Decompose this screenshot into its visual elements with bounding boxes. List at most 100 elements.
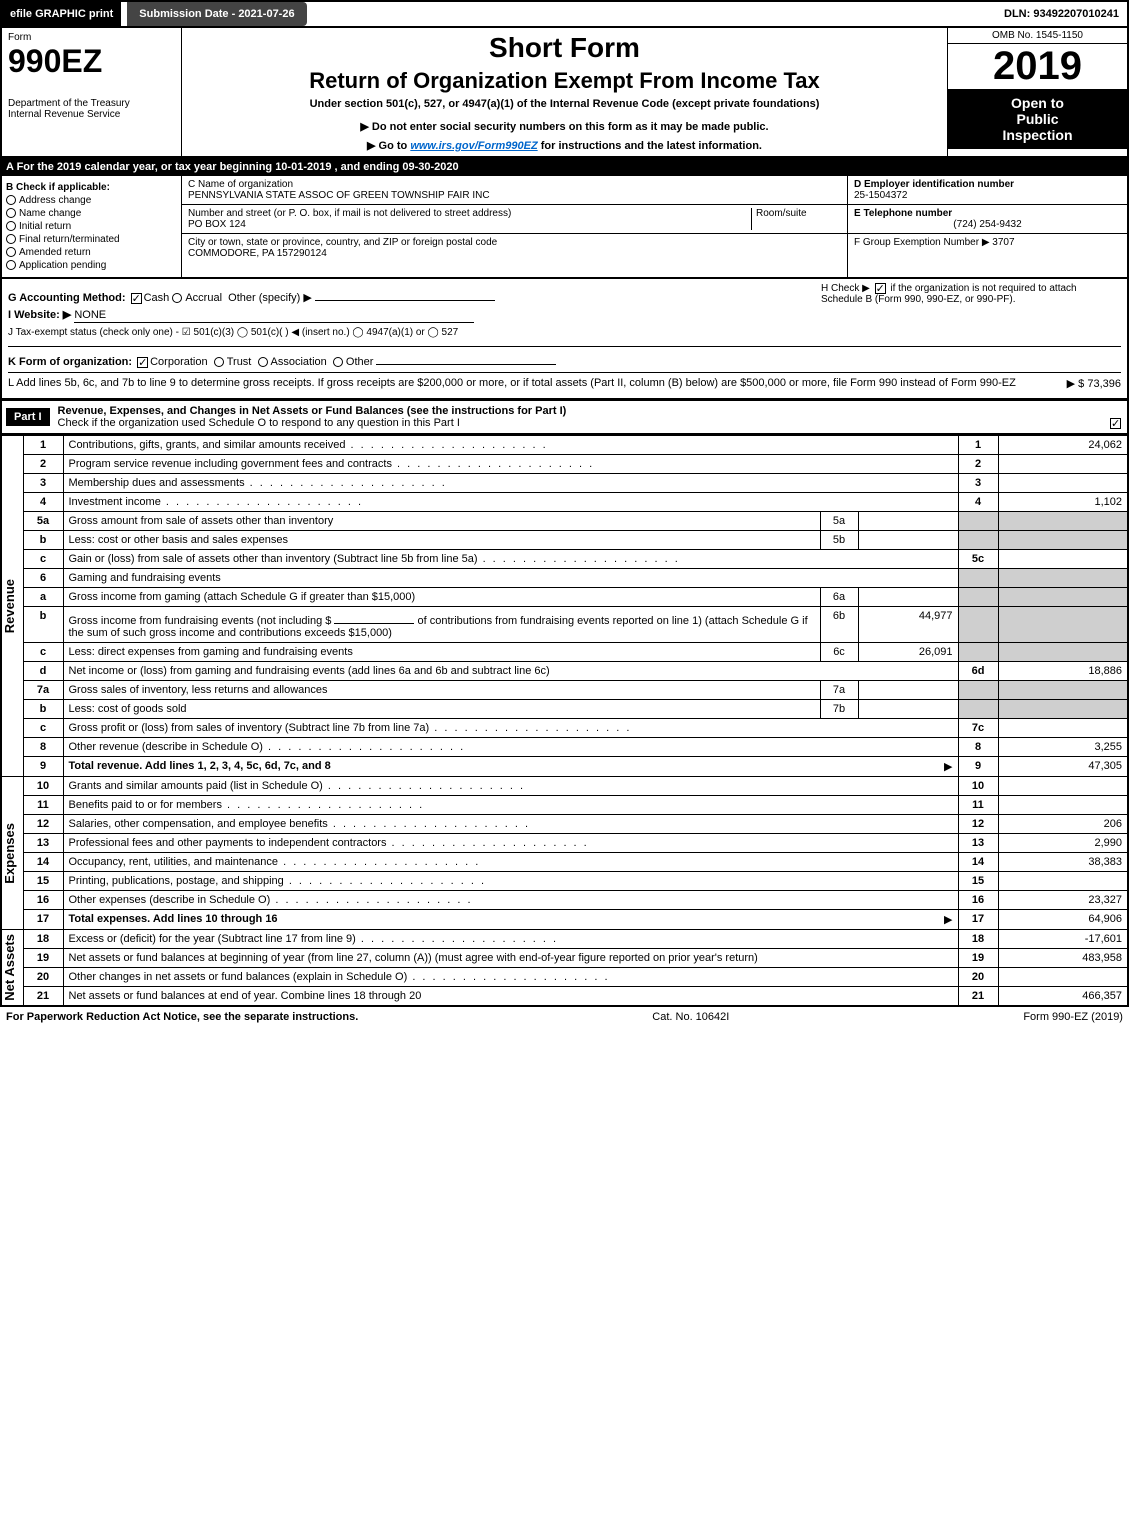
part-1-label: Part I — [6, 408, 50, 426]
ln-1-amt: 24,062 — [998, 436, 1128, 455]
info-block: B Check if applicable: Address change Na… — [0, 176, 1129, 279]
checkbox-final-return[interactable] — [6, 234, 16, 244]
opt-final-return: Final return/terminated — [19, 234, 120, 245]
goto-row: ▶ Go to www.irs.gov/Form990EZ for instru… — [186, 139, 943, 152]
footer-right: Form 990-EZ (2019) — [1023, 1011, 1123, 1023]
ln-9-num: 9 — [23, 757, 63, 777]
ln-5a-subnum: 5a — [820, 512, 858, 531]
ln-5a-shade2 — [998, 512, 1128, 531]
line-14: 14 Occupancy, rent, utilities, and maint… — [1, 853, 1128, 872]
ln-6b-num: b — [23, 607, 63, 643]
ln-7a-subamt — [858, 681, 958, 700]
g-other: Other (specify) ▶ — [228, 292, 312, 304]
checkbox-k-other[interactable] — [333, 357, 343, 367]
ln-6b-d1: Gross income from fundraising events (no… — [69, 615, 332, 627]
ln-15-desc: Printing, publications, postage, and shi… — [63, 872, 958, 891]
inspect-3: Inspection — [952, 127, 1123, 143]
opt-name-change: Name change — [19, 208, 81, 219]
ln-6-num: 6 — [23, 569, 63, 588]
ln-2-desc: Program service revenue including govern… — [63, 455, 958, 474]
k-row: K Form of organization: Corporation Trus… — [8, 346, 1121, 368]
line-5a: 5a Gross amount from sale of assets othe… — [1, 512, 1128, 531]
dept-irs: Internal Revenue Service — [8, 109, 175, 120]
irs-link[interactable]: www.irs.gov/Form990EZ — [410, 140, 537, 152]
ln-16-desc: Other expenses (describe in Schedule O) — [63, 891, 958, 910]
goto-pre: ▶ Go to — [367, 140, 410, 152]
ln-20-desc: Other changes in net assets or fund bala… — [63, 968, 958, 987]
ln-11-amt — [998, 796, 1128, 815]
k-trust: Trust — [227, 356, 252, 368]
expenses-label: Expenses — [2, 823, 17, 884]
ln-6a-shade1 — [958, 588, 998, 607]
checkbox-app-pending[interactable] — [6, 260, 16, 270]
line-6c: c Less: direct expenses from gaming and … — [1, 643, 1128, 662]
ln-8-num: 8 — [23, 738, 63, 757]
checkbox-amended[interactable] — [6, 247, 16, 257]
checkbox-initial-return[interactable] — [6, 221, 16, 231]
j-row: J Tax-exempt status (check only one) - ☑… — [8, 327, 821, 338]
ln-1-desc: Contributions, gifts, grants, and simila… — [63, 436, 958, 455]
line-21: 21 Net assets or fund balances at end of… — [1, 987, 1128, 1007]
ln-13-num: 13 — [23, 834, 63, 853]
checkbox-address-change[interactable] — [6, 195, 16, 205]
ln-10-num: 10 — [23, 777, 63, 796]
ln-7b-subnum: 7b — [820, 700, 858, 719]
ln-4-amt: 1,102 — [998, 493, 1128, 512]
ln-18-desc: Excess or (deficit) for the year (Subtra… — [63, 930, 958, 949]
ln-7c-amt — [998, 719, 1128, 738]
checkbox-schedule-o[interactable] — [1110, 418, 1121, 429]
ln-6-shade1 — [958, 569, 998, 588]
line-18: Net Assets 18 Excess or (deficit) for th… — [1, 930, 1128, 949]
efile-print-button[interactable]: efile GRAPHIC print — [2, 2, 121, 26]
ln-21-desc: Net assets or fund balances at end of ye… — [63, 987, 958, 1007]
d-label: D Employer identification number — [854, 179, 1014, 190]
ln-4-refnum: 4 — [958, 493, 998, 512]
ln-7a-subnum: 7a — [820, 681, 858, 700]
header-col-left: Form 990EZ Department of the Treasury In… — [2, 28, 182, 156]
checkbox-accrual[interactable] — [172, 293, 182, 303]
g-other-field[interactable] — [315, 287, 495, 301]
ln-17-num: 17 — [23, 910, 63, 930]
line-5b: b Less: cost or other basis and sales ex… — [1, 531, 1128, 550]
ln-6c-num: c — [23, 643, 63, 662]
line-16: 16 Other expenses (describe in Schedule … — [1, 891, 1128, 910]
arrow-icon: ▶ — [944, 913, 952, 926]
ln-2-refnum: 2 — [958, 455, 998, 474]
checkbox-corp[interactable] — [137, 357, 148, 368]
ln-20-refnum: 20 — [958, 968, 998, 987]
ssn-warning: ▶ Do not enter social security numbers o… — [186, 120, 943, 133]
line-11: 11 Benefits paid to or for members 11 — [1, 796, 1128, 815]
ln-17-refnum: 17 — [958, 910, 998, 930]
k-other: Other — [346, 356, 374, 368]
ln-21-num: 21 — [23, 987, 63, 1007]
k-assoc: Association — [271, 356, 327, 368]
ln-6-desc: Gaming and fundraising events — [63, 569, 958, 588]
line-6b: b Gross income from fundraising events (… — [1, 607, 1128, 643]
ln-6a-num: a — [23, 588, 63, 607]
ln-3-desc: Membership dues and assessments — [63, 474, 958, 493]
ln-7b-desc: Less: cost of goods sold — [63, 700, 820, 719]
ln-14-refnum: 14 — [958, 853, 998, 872]
checkbox-h[interactable] — [875, 283, 886, 294]
website-field[interactable]: NONE — [74, 309, 474, 323]
g-label: G Accounting Method: — [8, 292, 126, 304]
header-col-right: OMB No. 1545-1150 2019 Open to Public In… — [947, 28, 1127, 156]
l-row: L Add lines 5b, 6c, and 7b to line 9 to … — [8, 372, 1121, 390]
meta-block: G Accounting Method: Cash Accrual Other … — [0, 279, 1129, 400]
ln-6b-blank[interactable] — [334, 610, 414, 624]
topbar-left: efile GRAPHIC print Submission Date - 20… — [2, 2, 307, 26]
line-10: Expenses 10 Grants and similar amounts p… — [1, 777, 1128, 796]
header-col-center: Short Form Return of Organization Exempt… — [182, 28, 947, 156]
checkbox-name-change[interactable] — [6, 208, 16, 218]
line-19: 19 Net assets or fund balances at beginn… — [1, 949, 1128, 968]
ln-3-amt — [998, 474, 1128, 493]
ln-8-amt: 3,255 — [998, 738, 1128, 757]
line-9: 9 Total revenue. Add lines 1, 2, 3, 4, 5… — [1, 757, 1128, 777]
checkbox-cash[interactable] — [131, 293, 142, 304]
checkbox-assoc[interactable] — [258, 357, 268, 367]
checkbox-trust[interactable] — [214, 357, 224, 367]
ln-19-num: 19 — [23, 949, 63, 968]
ln-19-desc: Net assets or fund balances at beginning… — [63, 949, 958, 968]
k-other-field[interactable] — [376, 351, 556, 365]
addr-value: PO BOX 124 — [188, 219, 751, 230]
